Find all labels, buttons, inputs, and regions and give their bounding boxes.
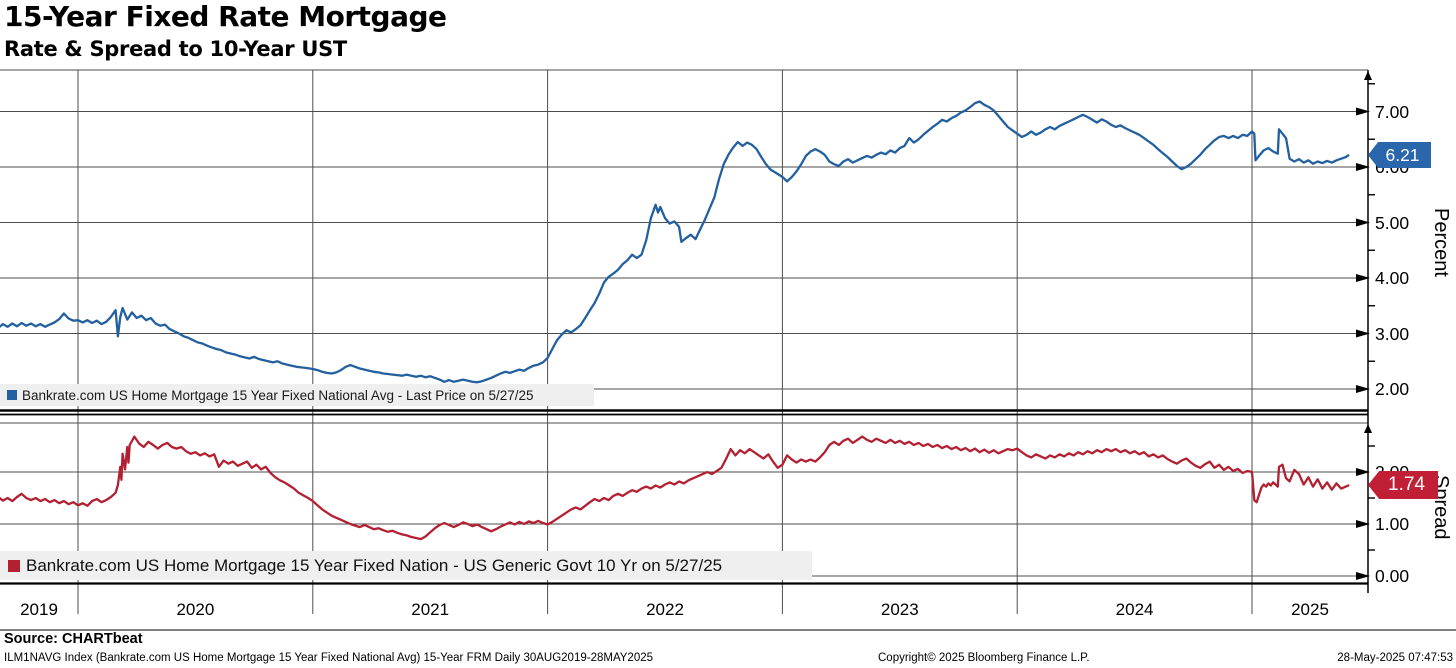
rate-legend-swatch-icon	[7, 390, 17, 400]
x-tick-label: 2022	[646, 600, 684, 619]
rate-tick-arrow-icon	[1356, 107, 1370, 116]
spread-line-series	[0, 435, 1350, 541]
x-tick-label: 2024	[1115, 600, 1154, 619]
rate-tick-label: 5.00	[1375, 212, 1410, 233]
x-tick-label: 2021	[411, 600, 450, 619]
page-subtitle: Rate & Spread to 10-Year UST	[4, 37, 347, 61]
rate-tick-label: 4.00	[1375, 268, 1410, 288]
spread-tick-label: 0.00	[1375, 566, 1410, 586]
x-tick-label: 2020	[176, 600, 215, 619]
rate-tick-arrow-icon	[1356, 329, 1370, 338]
x-tick-label: 2023	[880, 600, 919, 619]
footer-copyright: Copyright© 2025 Bloomberg Finance L.P.	[878, 652, 1090, 664]
rate-legend: Bankrate.com US Home Mortgage 15 Year Fi…	[0, 384, 594, 406]
page-title: 15-Year Fixed Rate Mortgage	[4, 0, 447, 33]
axis-top-arrow-icon	[1364, 71, 1372, 80]
rate-line-series	[0, 100, 1350, 384]
axis-top-arrow-icon	[1364, 424, 1372, 433]
rate-tick-arrow-icon	[1356, 163, 1370, 171]
spread-tick-label: 1.00	[1375, 514, 1410, 534]
rate-tick-label: 3.00	[1375, 323, 1410, 344]
x-tick-label: 2025	[1291, 600, 1329, 619]
rate-tick-label: 2.00	[1375, 379, 1410, 399]
spread-last-value-badge: 1.74	[1368, 471, 1438, 499]
rate-axis-title: Percent	[1430, 207, 1452, 277]
spread-tick-arrow-icon	[1356, 468, 1370, 476]
spread-tick-arrow-icon	[1356, 520, 1370, 528]
footer-timestamp: 28-May-2025 07:47:53	[1337, 652, 1453, 664]
rate-tick-arrow-icon	[1356, 274, 1370, 282]
spread-legend: Bankrate.com US Home Mortgage 15 Year Fi…	[0, 551, 812, 580]
spread-legend-swatch-icon	[8, 559, 20, 572]
x-tick-label: 2019	[20, 600, 58, 619]
rate-tick-arrow-icon	[1356, 218, 1370, 227]
footer-ticker-info: ILM1NAVG Index (Bankrate.com US Home Mor…	[4, 652, 654, 664]
spread-axis-title: Spread	[1430, 474, 1452, 540]
rate-last-value-badge: 6.21	[1368, 142, 1431, 168]
rate-tick-arrow-icon	[1356, 385, 1370, 393]
rate-legend-label: Bankrate.com US Home Mortgage 15 Year Fi…	[22, 387, 534, 403]
rate-tick-label: 7.00	[1375, 101, 1410, 122]
spread-legend-label: Bankrate.com US Home Mortgage 15 Year Fi…	[26, 555, 723, 575]
source-label: Source: CHARTbeat	[4, 631, 143, 647]
spread-tick-arrow-icon	[1356, 572, 1370, 580]
